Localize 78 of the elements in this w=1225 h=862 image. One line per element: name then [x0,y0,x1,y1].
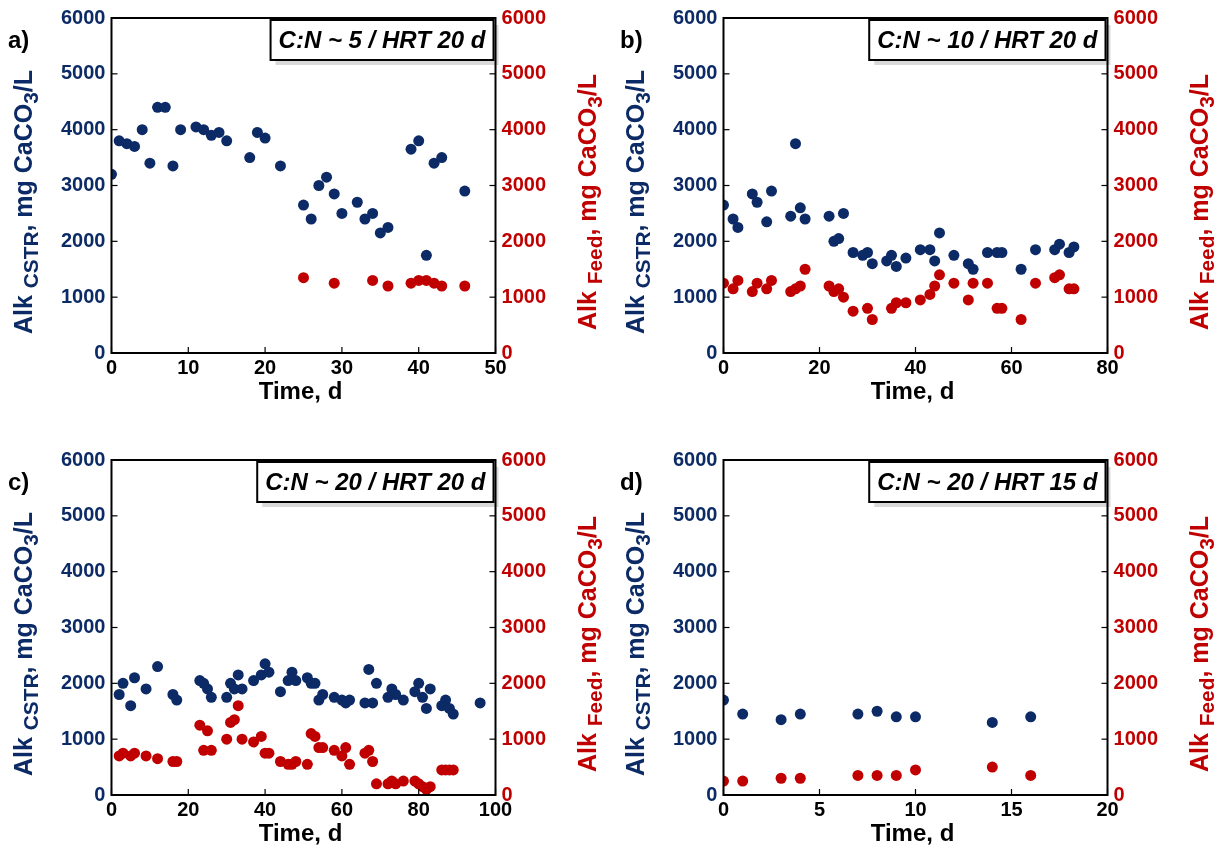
y2-tick-label: 5000 [501,503,547,526]
y2-tick-label: 6000 [1113,447,1159,470]
y-tick-label: 1000 [60,284,106,307]
y-tick-label: 5000 [60,61,106,84]
y2-tick-label: 3000 [1113,173,1159,196]
y2-tick-label: 1000 [1113,284,1159,307]
text: b) [620,26,643,54]
y-tick-label: 4000 [60,117,106,140]
x-tick-label: 60 [1000,355,1023,378]
y2-tick-label: 5000 [501,61,547,84]
y-tick-label: 3000 [60,615,106,638]
x-axis-title: Time, d [870,819,955,847]
y2-tick-label: 2000 [1113,228,1159,251]
y2-tick-label: 5000 [1113,61,1159,84]
x-tick-label: 15 [1000,797,1023,820]
text: c) [8,468,30,496]
y2-tick-label: 6000 [501,5,547,28]
x-tick-label: 40 [407,355,430,378]
x-tick-label: 80 [407,797,430,820]
x-axis-title: Time, d [258,377,343,405]
y-tick-label: 0 [706,340,718,363]
y-tick-label: 5000 [672,503,718,526]
y-tick-label: 4000 [672,117,718,140]
y-tick-label: 4000 [60,559,106,582]
y-tick-label: 6000 [60,5,106,28]
y-tick-label: 3000 [672,615,718,638]
y2-tick-label: 4000 [501,559,547,582]
y2-tick-label: 3000 [501,173,547,196]
chart-title: C:N ~ 20 / HRT 20 d [265,467,487,495]
y2-tick-label: 1000 [501,726,547,749]
y-tick-label: 2000 [672,228,718,251]
y2-tick-label: 1000 [501,284,547,307]
text: d) [620,468,643,496]
y-tick-label: 1000 [60,726,106,749]
x-tick-label: 40 [904,355,927,378]
y-tick-label: 3000 [672,173,718,196]
x-axis-title: Time, d [870,377,955,405]
chart-title: C:N ~ 20 / HRT 15 d [877,467,1099,495]
x-tick-label: 40 [253,797,277,820]
x-tick-label: 10 [177,355,200,378]
y2-tick-label: 3000 [501,615,547,638]
text: a) [8,26,30,54]
x-tick-label: 20 [808,355,831,378]
y-tick-label: 1000 [672,284,718,307]
y-tick-label: 5000 [60,503,106,526]
y-tick-label: 0 [94,340,106,363]
y2-tick-label: 2000 [501,670,547,693]
y2-tick-label: 2000 [501,228,547,251]
y2-tick-label: 5000 [1113,503,1159,526]
y-tick-label: 0 [94,782,106,805]
y2-tick-label: 2000 [1113,670,1159,693]
y2-tick-label: 4000 [1113,559,1159,582]
y-tick-label: 2000 [60,228,106,251]
y-tick-label: 1000 [672,726,718,749]
y-tick-label: 6000 [672,5,718,28]
x-tick-label: 20 [253,355,277,378]
y2-tick-label: 3000 [1113,615,1159,638]
x-tick-label: 10 [904,797,927,820]
y2-tick-label: 4000 [1113,117,1159,140]
x-tick-label: 20 [177,797,200,820]
x-axis-title: Time, d [258,819,343,847]
chart-title: C:N ~ 10 / HRT 20 d [877,25,1099,53]
y2-tick-label: 1000 [1113,726,1159,749]
y2-tick-label: 6000 [501,447,547,470]
x-tick-label: 60 [330,797,354,820]
y-tick-label: 6000 [60,447,106,470]
y-tick-label: 2000 [672,670,718,693]
y-tick-label: 4000 [672,559,718,582]
y-tick-label: 0 [706,782,718,805]
y2-tick-label: 4000 [501,117,547,140]
y-tick-label: 5000 [672,61,718,84]
chart-title: C:N ~ 5 / HRT 20 d [278,25,487,53]
y-tick-label: 6000 [672,447,718,470]
y-tick-label: 3000 [60,173,106,196]
x-tick-label: 30 [330,355,354,378]
y2-tick-label: 6000 [1113,5,1159,28]
x-tick-label: 5 [813,797,826,820]
y-tick-label: 2000 [60,670,106,693]
